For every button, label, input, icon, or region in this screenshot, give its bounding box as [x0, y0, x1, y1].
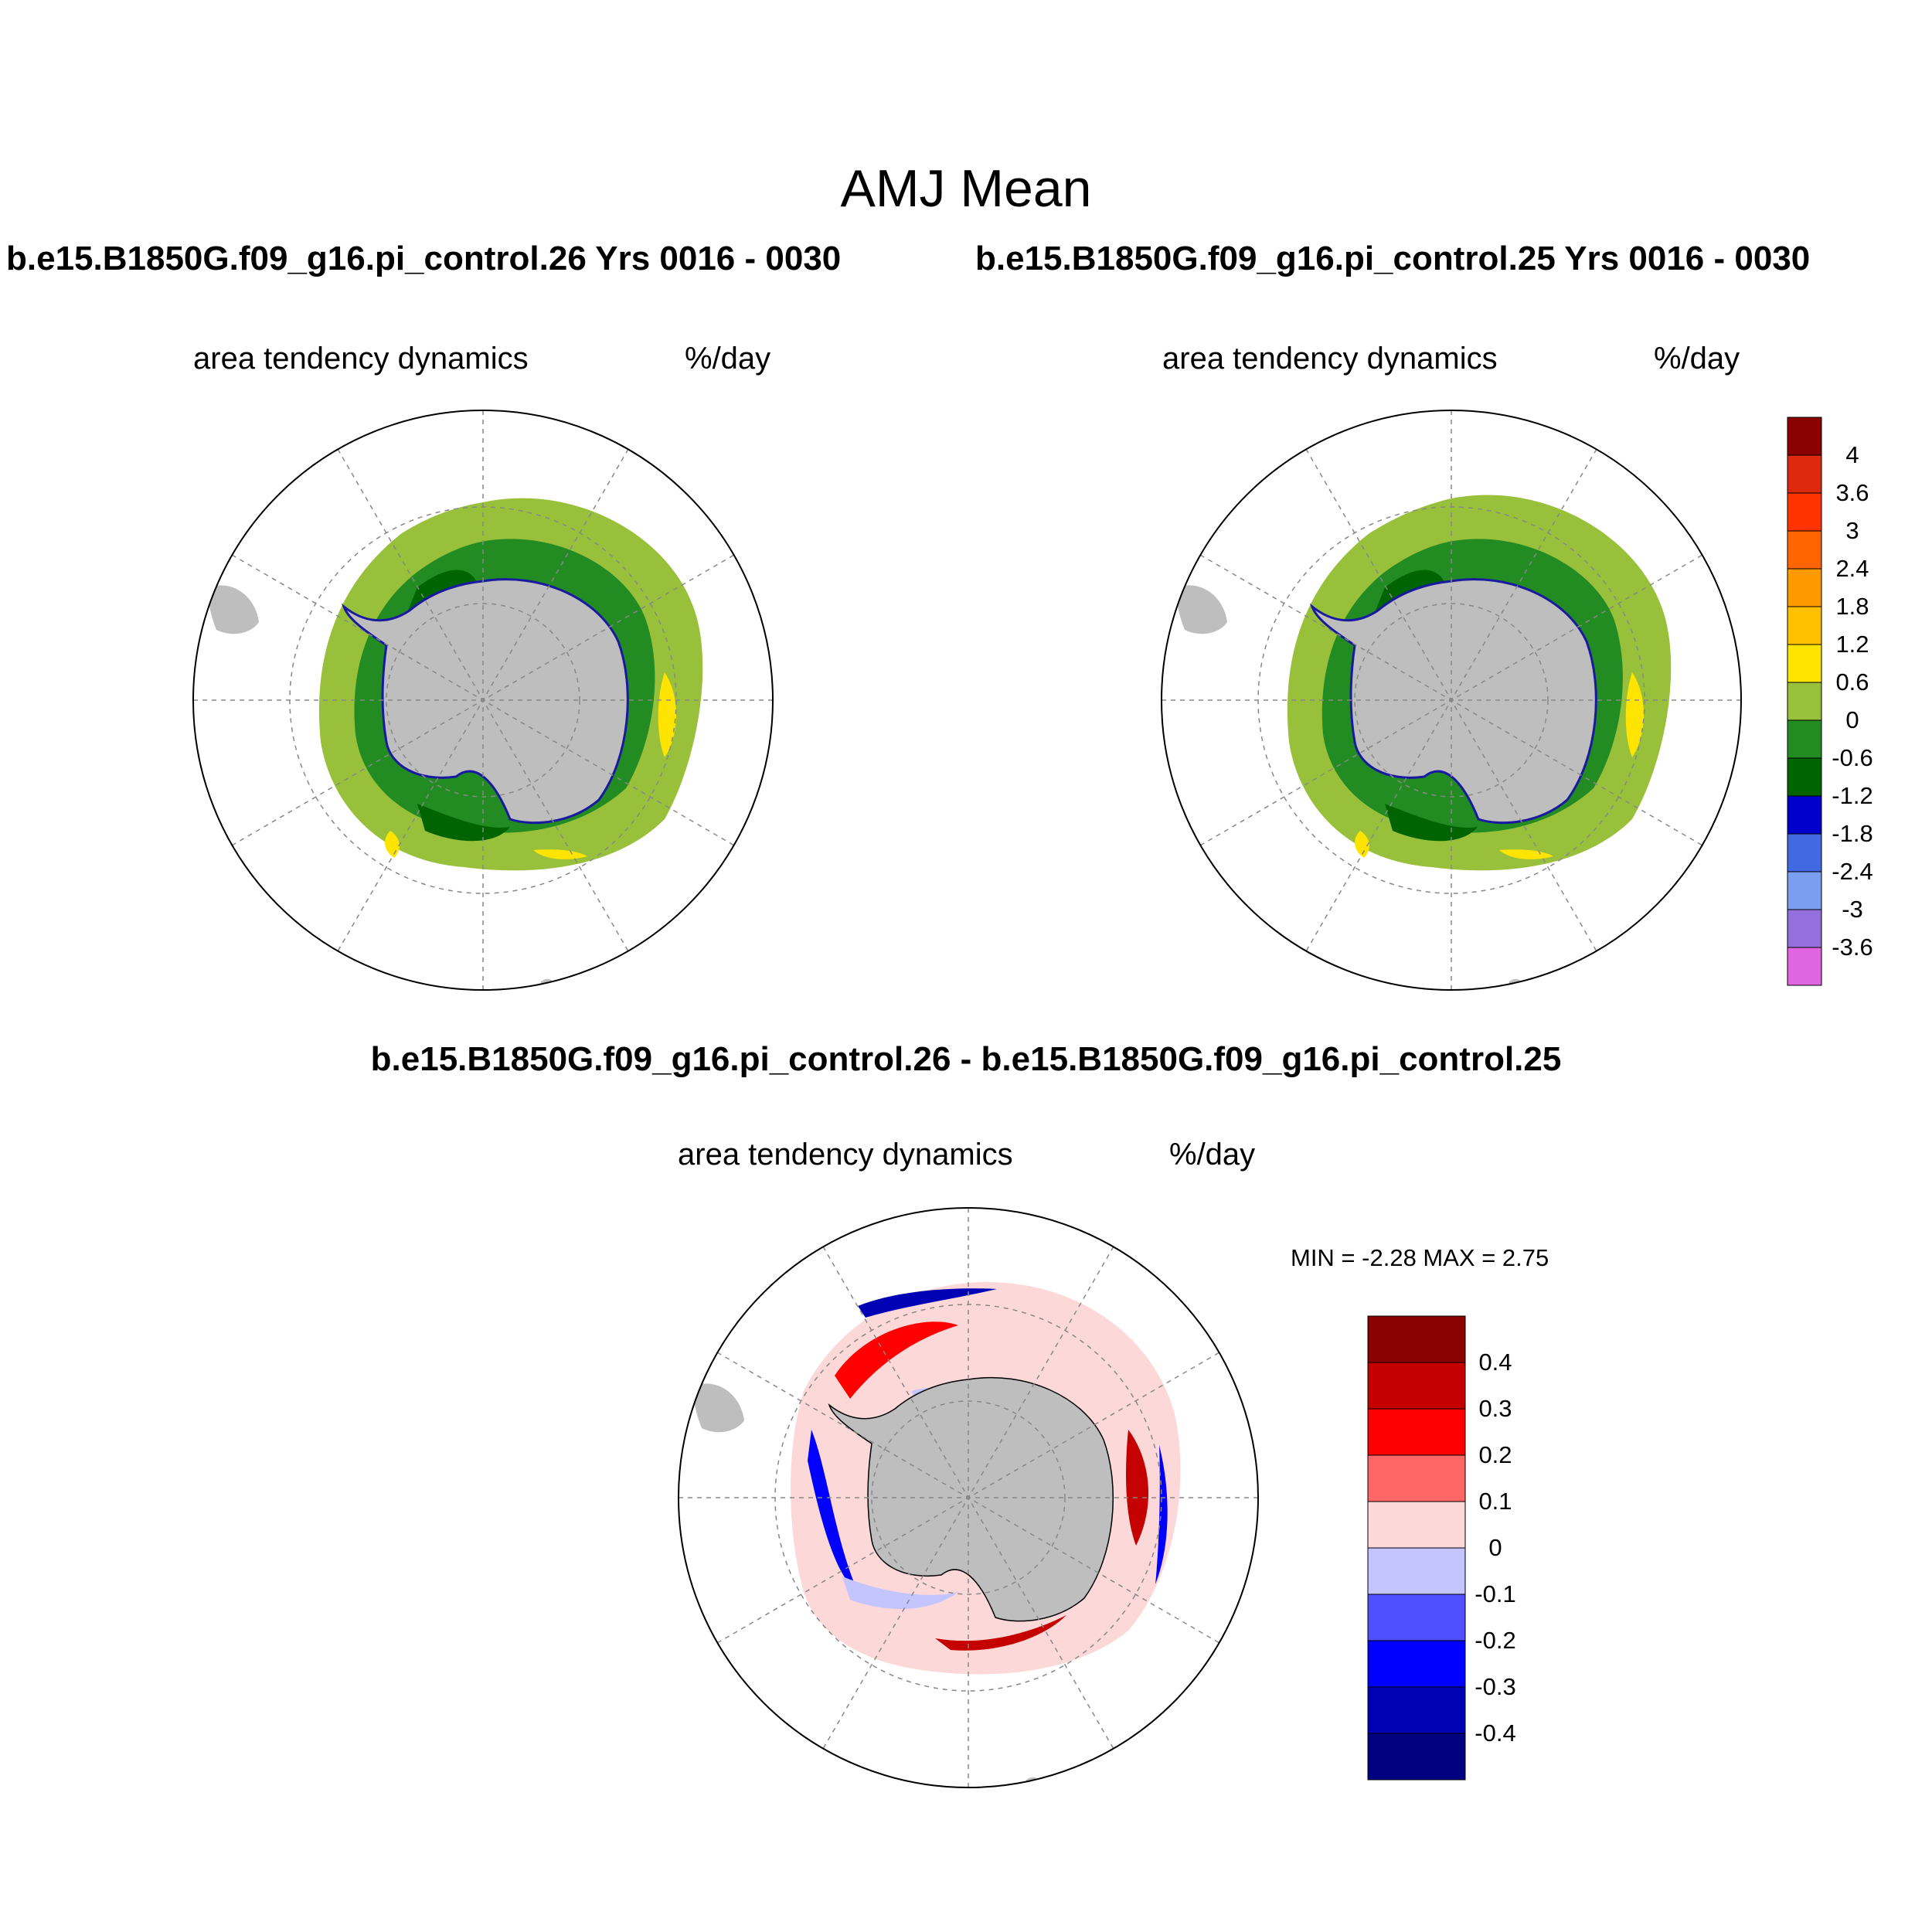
main-colorbar-box-11 — [1787, 833, 1822, 872]
diff-colorbar-label-3: 0.1 — [1478, 1488, 1512, 1515]
main-colorbar-box-3 — [1787, 530, 1822, 570]
top-right-polar-map — [1161, 410, 1742, 991]
diff-colorbar-box-9 — [1367, 1733, 1466, 1781]
diff-colorbar-label-0: 0.4 — [1478, 1349, 1512, 1376]
main-colorbar-label-9: -1.2 — [1832, 782, 1873, 809]
top-left-variable-label: area tendency dynamics — [193, 342, 529, 376]
diff-colorbar-box-2 — [1367, 1408, 1466, 1456]
main-colorbar-label-3: 2.4 — [1835, 555, 1869, 582]
main-colorbar-label-13: -3.6 — [1832, 934, 1873, 961]
diff-colorbar-label-7: -0.3 — [1475, 1673, 1516, 1700]
diff-map-border — [678, 1207, 1259, 1788]
top-right-case-title: b.e15.B1850G.f09_g16.pi_control.25 Yrs 0… — [975, 240, 1811, 277]
diff-light-blue-patch — [842, 1577, 958, 1609]
top-left-polar-map — [192, 410, 774, 991]
top-right-south-america — [1176, 585, 1227, 634]
top-left-graticule — [193, 410, 773, 990]
main-colorbar-label-0: 4 — [1845, 441, 1859, 468]
diff-colorbar-label-5: -0.1 — [1475, 1580, 1516, 1607]
diff-positive-arc-north — [835, 1321, 958, 1399]
main-colorbar-box-8 — [1787, 719, 1822, 759]
top-left-map-fill — [208, 498, 703, 990]
diff-polar-map — [678, 1207, 1259, 1788]
diff-colorbar-box-4 — [1367, 1501, 1466, 1549]
diff-colorbar — [1367, 1315, 1466, 1781]
main-colorbar-label-12: -3 — [1842, 896, 1863, 923]
main-colorbar-box-2 — [1787, 492, 1822, 532]
main-colorbar-label-7: 0 — [1845, 706, 1859, 733]
diff-graticule — [679, 1208, 1258, 1787]
main-colorbar-label-8: -0.6 — [1832, 744, 1873, 771]
diff-colorbar-box-6 — [1367, 1594, 1466, 1641]
diff-positive-arc-south — [935, 1615, 1066, 1651]
top-right-map-fill — [1176, 495, 1672, 990]
diff-case-title: b.e15.B1850G.f09_g16.pi_control.26 - b.e… — [370, 1040, 1562, 1078]
main-colorbar-box-4 — [1787, 568, 1822, 607]
main-colorbar-label-10: -1.8 — [1832, 820, 1873, 847]
main-colorbar-box-14 — [1787, 947, 1822, 986]
top-right-units-label: %/day — [1654, 342, 1740, 376]
diff-positive-arc-east — [1126, 1430, 1149, 1546]
main-colorbar-label-11: -2.4 — [1832, 858, 1873, 885]
figure-title: AMJ Mean — [840, 159, 1092, 218]
main-colorbar-label-5: 1.2 — [1835, 631, 1869, 658]
main-colorbar-label-6: 0.6 — [1835, 668, 1869, 696]
main-colorbar-box-13 — [1787, 909, 1822, 948]
diff-colorbar-label-8: -0.4 — [1475, 1719, 1516, 1747]
diff-units-label: %/day — [1169, 1138, 1256, 1172]
diff-map-fill — [693, 1282, 1181, 1787]
main-colorbar-label-2: 3 — [1845, 517, 1859, 544]
top-left-south-america — [208, 585, 259, 634]
top-left-new-zealand — [540, 978, 553, 990]
top-right-dark-green-patch-2 — [1385, 804, 1478, 842]
diff-negative-arc-west — [808, 1430, 858, 1592]
top-right-yellow-patch-2 — [1355, 831, 1369, 858]
main-colorbar-label-4: 1.8 — [1835, 593, 1869, 620]
top-left-units-label: %/day — [685, 342, 771, 376]
diff-variable-label: area tendency dynamics — [678, 1138, 1013, 1172]
main-colorbar — [1787, 417, 1822, 986]
diff-colorbar-label-6: -0.2 — [1475, 1627, 1516, 1654]
main-colorbar-box-12 — [1787, 871, 1822, 910]
main-colorbar-box-10 — [1787, 795, 1822, 835]
diff-colorbar-label-1: 0.3 — [1478, 1395, 1512, 1422]
top-right-yellow-patch — [1625, 672, 1644, 757]
diff-negative-arc-outer-east — [1155, 1445, 1168, 1584]
main-colorbar-box-0 — [1787, 417, 1822, 456]
diff-colorbar-box-1 — [1367, 1362, 1466, 1410]
top-right-variable-label: area tendency dynamics — [1162, 342, 1498, 376]
top-left-map-border — [192, 410, 774, 991]
main-colorbar-box-9 — [1787, 757, 1822, 797]
main-colorbar-box-5 — [1787, 606, 1822, 645]
diff-colorbar-box-7 — [1367, 1640, 1466, 1688]
main-colorbar-box-1 — [1787, 454, 1822, 494]
diff-colorbar-box-3 — [1367, 1454, 1466, 1502]
diff-colorbar-label-4: 0 — [1488, 1534, 1502, 1561]
top-left-dark-green-patch-2 — [417, 804, 510, 842]
diff-colorbar-box-0 — [1367, 1315, 1466, 1363]
top-right-map-border — [1161, 410, 1742, 991]
top-right-new-zealand — [1509, 978, 1522, 990]
top-right-graticule — [1162, 410, 1741, 990]
diff-min-max-stats: MIN = -2.28 MAX = 2.75 — [1291, 1244, 1549, 1271]
main-colorbar-label-1: 3.6 — [1835, 479, 1869, 506]
main-colorbar-box-6 — [1787, 644, 1822, 683]
top-left-yellow-patch — [658, 672, 676, 757]
top-left-yellow-patch-3 — [533, 849, 587, 859]
top-left-case-title: b.e15.B1850G.f09_g16.pi_control.26 Yrs 0… — [6, 240, 842, 277]
diff-south-america — [693, 1383, 744, 1433]
diff-colorbar-label-2: 0.2 — [1478, 1441, 1512, 1468]
diff-colorbar-box-8 — [1367, 1686, 1466, 1734]
main-colorbar-box-7 — [1787, 682, 1822, 721]
diff-negative-arc-outer-north — [858, 1288, 997, 1318]
diff-colorbar-box-5 — [1367, 1547, 1466, 1595]
